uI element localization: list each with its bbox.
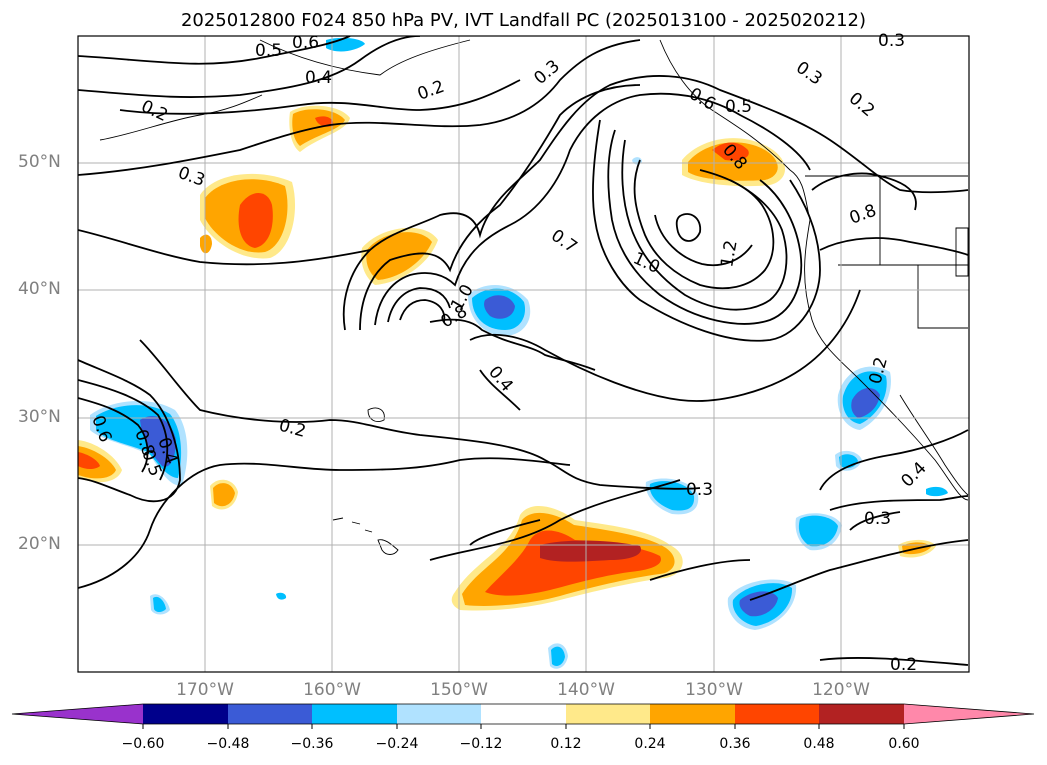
pv-shading (78, 37, 948, 669)
state-border-4 (955, 227, 969, 277)
hawaii-island (377, 539, 399, 555)
colorbar-tick-label: 0.24 (634, 736, 666, 752)
colorbar-swatch (143, 704, 228, 724)
map-frame (77, 35, 970, 673)
baja-gulf-coast (899, 394, 969, 496)
colorbar-tick-label: −0.12 (459, 736, 503, 752)
colorbar-swatch (735, 704, 819, 724)
colorbar-tick-label: 0.12 (550, 736, 582, 752)
colorbar-tick-label: −0.36 (290, 736, 334, 752)
gridlines (78, 36, 969, 672)
hawaii-chain (332, 517, 373, 533)
colorbar-tick-label: 0.36 (719, 736, 751, 752)
colorbar-swatch (312, 704, 397, 724)
lat-label: 20°N (18, 534, 61, 554)
lon-label: 170°W (176, 680, 234, 700)
colorbar-extend-low (12, 704, 143, 724)
colorbar-swatch (228, 704, 312, 724)
contour-label: 0.2 (890, 655, 917, 675)
lat-label: 40°N (18, 279, 61, 299)
cool-patch-145w-39n (468, 284, 531, 336)
lon-label: 130°W (685, 680, 743, 700)
cool-patch-west-30n (90, 400, 188, 486)
lon-label: 160°W (303, 680, 361, 700)
warm-patch-gulf-alaska (682, 138, 785, 187)
colorbar (11, 703, 1035, 729)
lat-label: 30°N (18, 407, 61, 427)
alaska-coast (259, 39, 471, 76)
contour-label: 0.3 (864, 509, 891, 529)
ivt-contours (78, 36, 969, 666)
map-title: 2025012800 F024 850 hPa PV, IVT Landfall… (180, 10, 867, 31)
lon-label: 120°W (812, 680, 870, 700)
pacific-coast-us (804, 219, 969, 501)
colorbar-swatch (397, 704, 481, 724)
lat-label: 50°N (18, 152, 61, 172)
small-island (367, 407, 385, 422)
aleutians (99, 94, 263, 141)
contour-label: 0.6 (292, 33, 319, 53)
colorbar-tick-label: −0.24 (375, 736, 419, 752)
state-border-2 (917, 265, 968, 329)
contour-label: 0.5 (725, 97, 752, 117)
colorbar-tick-label: −0.60 (121, 736, 165, 752)
warm-patch-subtropical (451, 505, 683, 611)
lon-label: 140°W (557, 680, 615, 700)
contour-label: 0.3 (878, 31, 905, 51)
colorbar-tick-label: 0.60 (888, 736, 920, 752)
contour-label: 0.4 (305, 68, 332, 88)
colorbar-extend-high (904, 704, 1034, 724)
colorbar-swatch (650, 704, 735, 724)
colorbar-swatch (566, 704, 650, 724)
colorbar-tick-label: −0.48 (206, 736, 250, 752)
lon-label: 150°W (430, 680, 488, 700)
colorbar-tick-label: 0.48 (803, 736, 835, 752)
contour-label: 0.5 (255, 41, 282, 61)
contour-label: 1.2 (717, 239, 741, 269)
colorbar-swatch (819, 704, 904, 724)
contour-label: 0.3 (686, 480, 713, 500)
colorbar-swatch (481, 704, 566, 724)
warm-patch-165w (200, 173, 296, 259)
